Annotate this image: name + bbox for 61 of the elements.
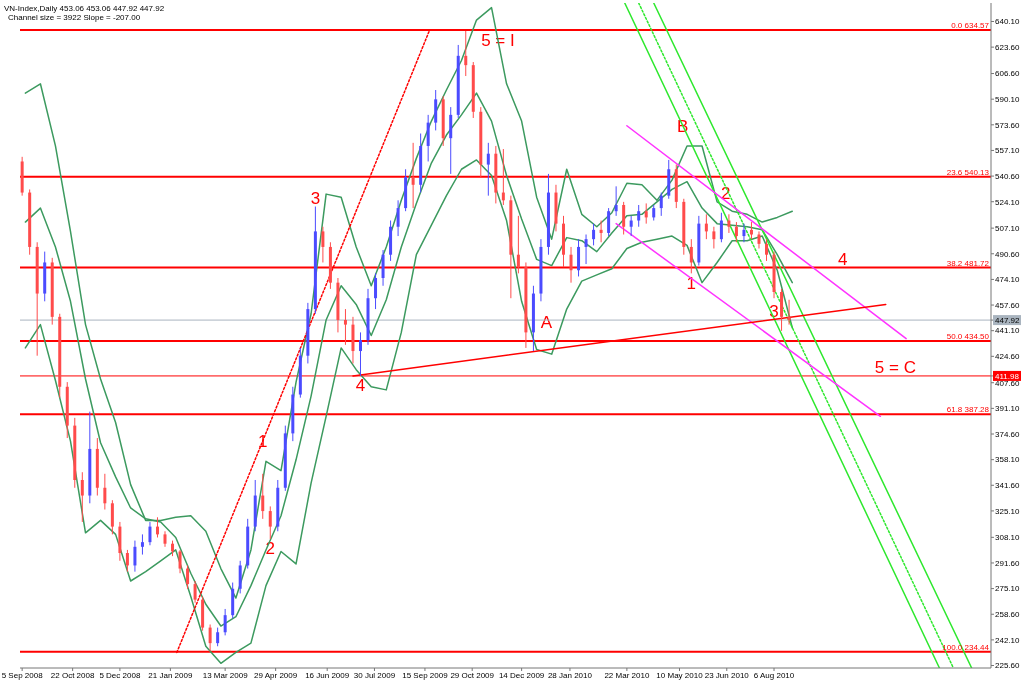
y-tick-label: 225.60 xyxy=(995,661,1021,671)
x-tick-label: 10 May 2010 xyxy=(656,670,704,680)
text: Channel size = 3922 Slope = -207.00 xyxy=(8,13,141,22)
x-tick-label: 22 Mar 2010 xyxy=(604,670,650,680)
y-tick-label: 573.60 xyxy=(995,120,1021,130)
y-tick-label: 325.10 xyxy=(995,506,1021,516)
annotation: 3 xyxy=(769,301,779,321)
ref-line-label: 50.0 434.50 xyxy=(946,331,990,341)
annotation: 2 xyxy=(265,539,275,559)
y-tick-label: 606.60 xyxy=(995,69,1021,79)
ref-line-label: 61.8 387.28 xyxy=(946,405,990,415)
x-tick-label: 6 Aug 2010 xyxy=(753,670,795,680)
annotation: 1 xyxy=(258,431,268,451)
annotation: 3 xyxy=(310,188,321,208)
y-tick-label: 590.10 xyxy=(995,94,1021,104)
y-tick-label: 490.60 xyxy=(995,249,1021,259)
y-tick-label: 424.60 xyxy=(995,352,1021,362)
annotation: A xyxy=(540,312,553,332)
x-tick-label: 22 Oct 2008 xyxy=(50,670,95,680)
y-tick-label: 291.60 xyxy=(995,558,1021,568)
chart-title: VN-Index,Daily 453.06 453.06 447.92 447.92 xyxy=(4,4,165,13)
y-tick-label: 374.60 xyxy=(995,429,1021,439)
y-tick-label: 242.10 xyxy=(995,635,1021,645)
y-tick-label: 411.98 xyxy=(995,371,1020,381)
y-tick-label: 524.10 xyxy=(995,197,1021,207)
ref-line-label: 0.0 634.57 xyxy=(951,21,990,31)
annotation: 4 xyxy=(355,376,366,396)
annotation: 5 = C xyxy=(874,357,916,377)
x-tick-label: 14 Dec 2009 xyxy=(498,670,545,680)
x-tick-label: 29 Oct 2009 xyxy=(450,670,495,680)
y-tick-label: 447.92 xyxy=(995,315,1021,325)
y-tick-label: 457.60 xyxy=(995,300,1021,310)
y-tick-label: 507.10 xyxy=(995,223,1021,233)
x-tick-label: 15 Sep 2009 xyxy=(402,670,449,680)
y-tick-label: 640.10 xyxy=(995,17,1021,27)
annotation: 1 xyxy=(686,273,697,293)
y-tick-label: 441.10 xyxy=(995,326,1021,336)
y-tick-label: 308.10 xyxy=(995,533,1021,543)
y-tick-label: 258.60 xyxy=(995,610,1021,620)
y-tick-label: 358.10 xyxy=(995,455,1021,465)
y-tick-label: 557.10 xyxy=(995,146,1021,156)
y-tick-label: 341.60 xyxy=(995,481,1021,491)
annotation: 4 xyxy=(838,249,848,269)
x-tick-label: 21 Jan 2009 xyxy=(148,670,193,680)
x-tick-label: 28 Jan 2010 xyxy=(547,670,593,680)
ref-line-label: 100.0 234.44 xyxy=(942,642,990,652)
y-tick-label: 391.10 xyxy=(995,404,1021,414)
x-tick-label: 30 Jul 2009 xyxy=(353,670,396,680)
x-tick-label: 16 Jun 2009 xyxy=(305,670,350,680)
x-tick-label: 23 Jun 2010 xyxy=(704,670,750,680)
y-tick-label: 540.60 xyxy=(995,171,1021,181)
x-tick-label: 5 Sep 2008 xyxy=(1,670,44,680)
y-tick-label: 623.60 xyxy=(995,42,1021,52)
ref-line-label: 38.2 481.72 xyxy=(946,258,990,268)
y-tick-label: 474.10 xyxy=(995,275,1021,285)
y-tick-label: 407.60 xyxy=(995,378,1021,388)
y-tick-label: 275.10 xyxy=(995,584,1021,594)
x-tick-label: 13 Mar 2009 xyxy=(202,670,249,680)
ref-line-label: 23.6 540.13 xyxy=(946,167,990,177)
x-tick-label: 5 Dec 2008 xyxy=(99,670,141,680)
x-tick-label: 29 Apr 2009 xyxy=(254,670,298,680)
